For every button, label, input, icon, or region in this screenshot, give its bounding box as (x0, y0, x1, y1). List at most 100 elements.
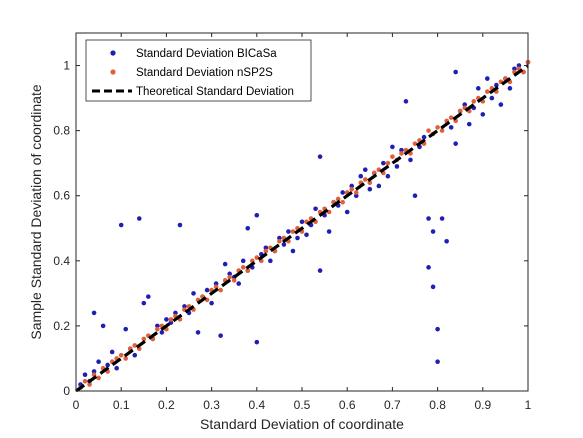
nsp2s-point (399, 151, 404, 156)
nsp2s-point (335, 196, 341, 202)
bicasa-point (390, 144, 395, 150)
x-axis-label: Standard Deviation of coordinate (200, 416, 404, 432)
bicasa-point (439, 216, 445, 221)
bicasa-point (227, 271, 232, 277)
bicasa-point (286, 229, 291, 234)
bicasa-point (507, 86, 513, 91)
bicasa-point (480, 112, 486, 117)
bicasa-point (344, 209, 350, 215)
nsp2s-point (448, 115, 454, 120)
bicasa-point (236, 281, 242, 286)
bicasa-point (141, 300, 147, 306)
bicasa-point (421, 134, 427, 140)
bicasa-point (394, 164, 400, 169)
legend: Standard Deviation BICaSa Standard Devia… (85, 39, 312, 102)
x-tick-label: 0.8 (429, 398, 446, 412)
bicasa-point (82, 372, 88, 378)
nsp2s-point (485, 89, 490, 94)
bicasa-point (408, 157, 413, 163)
bicasa-point (358, 173, 364, 179)
bicasa-point (213, 281, 219, 286)
series-layer (75, 59, 531, 393)
bicasa-point (403, 99, 409, 104)
nsp2s-point (227, 274, 232, 280)
bicasa-point (195, 330, 201, 335)
bicasa-point (317, 268, 323, 273)
bicasa-point (381, 160, 386, 166)
nsp2s-point (390, 154, 395, 159)
nsp2s-point (123, 356, 129, 361)
bicasa-point (91, 310, 97, 316)
bicasa-point (240, 258, 246, 264)
bicasa-point (453, 141, 458, 146)
y-axis: 0 0.2 0.4 0.6 0.8 1 (53, 59, 528, 398)
y-tick-label: 0.2 (53, 319, 70, 333)
bicasa-point (516, 63, 522, 68)
nsp2s-point (457, 108, 463, 114)
nsp2s-point (168, 317, 174, 322)
nsp2s-point (439, 128, 445, 133)
bicasa-point (444, 238, 449, 244)
nsp2s-point (240, 265, 246, 270)
nsp2s-point (471, 99, 477, 104)
bicasa-point (209, 300, 214, 306)
nsp2s-point (118, 352, 124, 358)
bicasa-point (426, 265, 431, 270)
bicasa-point (218, 333, 223, 338)
bicasa-point (340, 190, 345, 195)
nsp2s-point (245, 268, 251, 273)
legend-marker-bicasa (110, 50, 116, 56)
nsp2s-point (155, 326, 160, 332)
y-tick-label: 0.6 (53, 189, 70, 203)
bicasa-point (263, 245, 269, 251)
bicasa-point (91, 369, 97, 374)
x-tick-label: 0.9 (474, 398, 491, 412)
bicasa-point (512, 66, 517, 72)
bicasa-point (353, 193, 359, 199)
legend-label-nsp2s: Standard Deviation nSP2S (136, 67, 273, 79)
bicasa-point (281, 242, 287, 247)
bicasa-point (277, 235, 282, 241)
nsp2s-point (263, 248, 269, 254)
bicasa-point (489, 95, 495, 101)
nsp2s-point (367, 180, 373, 186)
y-tick-label: 0.4 (53, 254, 70, 268)
bicasa-point (268, 258, 273, 264)
bicasa-point (317, 154, 323, 159)
y-tick-label: 1 (63, 59, 70, 73)
x-tick-label: 0.6 (339, 398, 356, 412)
bicasa-point (182, 304, 187, 309)
nsp2s-point (96, 375, 101, 381)
nsp2s-point (231, 278, 237, 283)
nsp2s-point (254, 255, 260, 260)
bicasa-point (362, 167, 368, 172)
bicasa-point (290, 248, 296, 254)
nsp2s-point (426, 128, 431, 133)
bicasa-point (304, 232, 309, 238)
bicasa-point (498, 102, 504, 107)
x-axis: 0 0.1 0.2 0.3 0.4 0.5 0.6 0.7 0.8 0.9 1 (73, 33, 532, 412)
x-tick-label: 0.3 (203, 398, 220, 412)
bicasa-point (448, 125, 454, 130)
bicasa-point (177, 222, 183, 228)
y-axis-label: Sample Standard Deviation of coordinate (28, 84, 44, 339)
bicasa-point (173, 310, 178, 316)
nsp2s-point (340, 199, 345, 205)
bicasa-point (222, 261, 228, 267)
bicasa-point (299, 219, 305, 225)
y-tick-label: 0 (63, 384, 70, 398)
nsp2s-point (141, 336, 147, 342)
nsp2s-point (82, 378, 88, 384)
bicasa-point (204, 287, 210, 293)
legend-label-theory: Theoretical Standard Deviation (136, 86, 294, 98)
bicasa-point (118, 222, 124, 228)
bicasa-point (385, 173, 391, 179)
x-tick-label: 0.7 (384, 398, 401, 412)
bicasa-point (326, 229, 332, 234)
bicasa-point (376, 183, 382, 189)
nsp2s-point (435, 125, 440, 130)
bicasa-point (313, 206, 318, 212)
x-tick-label: 1 (525, 398, 532, 412)
legend-marker-nsp2s (110, 69, 116, 75)
